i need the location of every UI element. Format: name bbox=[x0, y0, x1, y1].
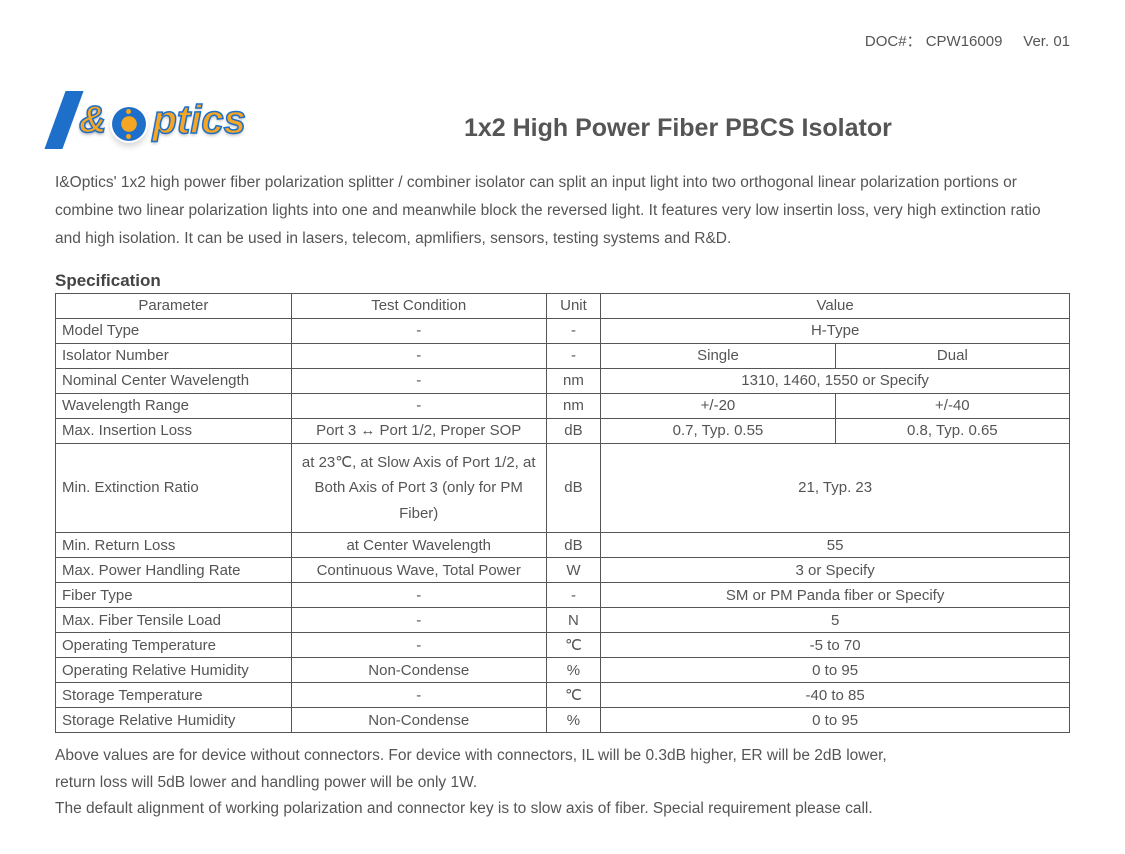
cell-value-2: +/-40 bbox=[835, 393, 1069, 418]
cell-unit: - bbox=[546, 583, 601, 608]
cell-unit: dB bbox=[546, 533, 601, 558]
footnotes: Above values are for device without conn… bbox=[55, 743, 1070, 822]
table-row: Max. Fiber Tensile Load-N5 bbox=[56, 608, 1070, 633]
cell-unit: N bbox=[546, 608, 601, 633]
cell-unit: % bbox=[546, 708, 601, 733]
table-row: Max. Power Handling RateContinuous Wave,… bbox=[56, 558, 1070, 583]
cell-parameter: Min. Return Loss bbox=[56, 533, 292, 558]
footnote-line: The default alignment of working polariz… bbox=[55, 796, 1070, 822]
version-value: 01 bbox=[1053, 33, 1070, 50]
cell-parameter: Operating Relative Humidity bbox=[56, 658, 292, 683]
cell-condition: - bbox=[291, 608, 546, 633]
cell-parameter: Model Type bbox=[56, 318, 292, 343]
cell-value-1: Single bbox=[601, 343, 835, 368]
cell-parameter: Nominal Center Wavelength bbox=[56, 368, 292, 393]
cell-value: SM or PM Panda fiber or Specify bbox=[601, 583, 1070, 608]
cell-parameter: Isolator Number bbox=[56, 343, 292, 368]
col-unit: Unit bbox=[546, 293, 601, 318]
col-condition: Test Condition bbox=[291, 293, 546, 318]
cell-condition: at Center Wavelength bbox=[291, 533, 546, 558]
cell-condition: - bbox=[291, 683, 546, 708]
cell-unit: nm bbox=[546, 393, 601, 418]
page-title: 1x2 High Power Fiber PBCS Isolator bbox=[286, 114, 1070, 149]
cell-parameter: Operating Temperature bbox=[56, 633, 292, 658]
doc-number: CPW16009 bbox=[926, 33, 1003, 50]
cell-condition: - bbox=[291, 583, 546, 608]
cell-value-1: 0.7, Typ. 0.55 bbox=[601, 418, 835, 443]
table-row: Nominal Center Wavelength-nm1310, 1460, … bbox=[56, 368, 1070, 393]
cell-unit: ℃ bbox=[546, 633, 601, 658]
cell-unit: dB bbox=[546, 418, 601, 443]
table-row: Storage Relative HumidityNon-Condense%0 … bbox=[56, 708, 1070, 733]
cell-parameter: Max. Insertion Loss bbox=[56, 418, 292, 443]
cell-parameter: Wavelength Range bbox=[56, 393, 292, 418]
table-row: Model Type--H-Type bbox=[56, 318, 1070, 343]
cell-condition: at 23℃, at Slow Axis of Port 1/2, at Bot… bbox=[291, 443, 546, 533]
cell-unit: dB bbox=[546, 443, 601, 533]
logo-title-row: & ptics 1x2 High Power Fiber PBCS Isolat… bbox=[55, 91, 1070, 149]
cell-condition: - bbox=[291, 633, 546, 658]
cell-value: 1310, 1460, 1550 or Specify bbox=[601, 368, 1070, 393]
logo-slash-icon bbox=[44, 91, 83, 149]
cell-condition: - bbox=[291, 368, 546, 393]
cell-value: 21, Typ. 23 bbox=[601, 443, 1070, 533]
doc-number-label: DOC#： bbox=[865, 33, 922, 50]
table-row: Operating Relative HumidityNon-Condense%… bbox=[56, 658, 1070, 683]
logo-o-icon bbox=[110, 105, 148, 143]
cell-value: 0 to 95 bbox=[601, 658, 1070, 683]
table-row: Operating Temperature-℃-5 to 70 bbox=[56, 633, 1070, 658]
footnote-line: Above values are for device without conn… bbox=[55, 743, 1070, 769]
cell-condition: Continuous Wave, Total Power bbox=[291, 558, 546, 583]
cell-parameter: Storage Temperature bbox=[56, 683, 292, 708]
col-parameter: Parameter bbox=[56, 293, 292, 318]
cell-value-2: 0.8, Typ. 0.65 bbox=[835, 418, 1069, 443]
cell-condition: Non-Condense bbox=[291, 658, 546, 683]
cell-parameter: Fiber Type bbox=[56, 583, 292, 608]
logo-ampersand: & bbox=[79, 99, 106, 142]
col-value: Value bbox=[601, 293, 1070, 318]
doc-header: DOC#： CPW16009 Ver. 01 bbox=[55, 30, 1070, 51]
cell-value: 5 bbox=[601, 608, 1070, 633]
section-heading-specification: Specification bbox=[55, 271, 1070, 291]
cell-condition: - bbox=[291, 318, 546, 343]
cell-value: -40 to 85 bbox=[601, 683, 1070, 708]
table-row: Isolator Number--SingleDual bbox=[56, 343, 1070, 368]
cell-unit: ℃ bbox=[546, 683, 601, 708]
cell-condition: Non-Condense bbox=[291, 708, 546, 733]
product-description: I&Optics' 1x2 high power fiber polarizat… bbox=[55, 169, 1070, 253]
cell-unit: - bbox=[546, 318, 601, 343]
cell-condition: - bbox=[291, 393, 546, 418]
cell-parameter: Max. Fiber Tensile Load bbox=[56, 608, 292, 633]
version-label: Ver. bbox=[1023, 33, 1049, 50]
table-row: Storage Temperature-℃-40 to 85 bbox=[56, 683, 1070, 708]
cell-unit: - bbox=[546, 343, 601, 368]
cell-condition: Port 3 ↔ Port 1/2, Proper SOP bbox=[291, 418, 546, 443]
table-row: Min. Extinction Ratioat 23℃, at Slow Axi… bbox=[56, 443, 1070, 533]
cell-parameter: Storage Relative Humidity bbox=[56, 708, 292, 733]
cell-value-2: Dual bbox=[835, 343, 1069, 368]
cell-parameter: Min. Extinction Ratio bbox=[56, 443, 292, 533]
table-row: Fiber Type--SM or PM Panda fiber or Spec… bbox=[56, 583, 1070, 608]
table-row: Max. Insertion LossPort 3 ↔ Port 1/2, Pr… bbox=[56, 418, 1070, 443]
cell-unit: nm bbox=[546, 368, 601, 393]
table-row: Wavelength Range-nm+/-20+/-40 bbox=[56, 393, 1070, 418]
cell-value: 0 to 95 bbox=[601, 708, 1070, 733]
cell-value: H-Type bbox=[601, 318, 1070, 343]
cell-value-1: +/-20 bbox=[601, 393, 835, 418]
company-logo: & ptics bbox=[55, 91, 246, 149]
cell-value: 3 or Specify bbox=[601, 558, 1070, 583]
cell-value: 55 bbox=[601, 533, 1070, 558]
cell-condition: - bbox=[291, 343, 546, 368]
cell-value: -5 to 70 bbox=[601, 633, 1070, 658]
cell-unit: W bbox=[546, 558, 601, 583]
specification-table: Parameter Test Condition Unit Value Mode… bbox=[55, 293, 1070, 734]
table-header-row: Parameter Test Condition Unit Value bbox=[56, 293, 1070, 318]
footnote-line: return loss will 5dB lower and handling … bbox=[55, 770, 1070, 796]
cell-parameter: Max. Power Handling Rate bbox=[56, 558, 292, 583]
cell-unit: % bbox=[546, 658, 601, 683]
table-row: Min. Return Lossat Center WavelengthdB55 bbox=[56, 533, 1070, 558]
logo-text: ptics bbox=[152, 98, 245, 143]
